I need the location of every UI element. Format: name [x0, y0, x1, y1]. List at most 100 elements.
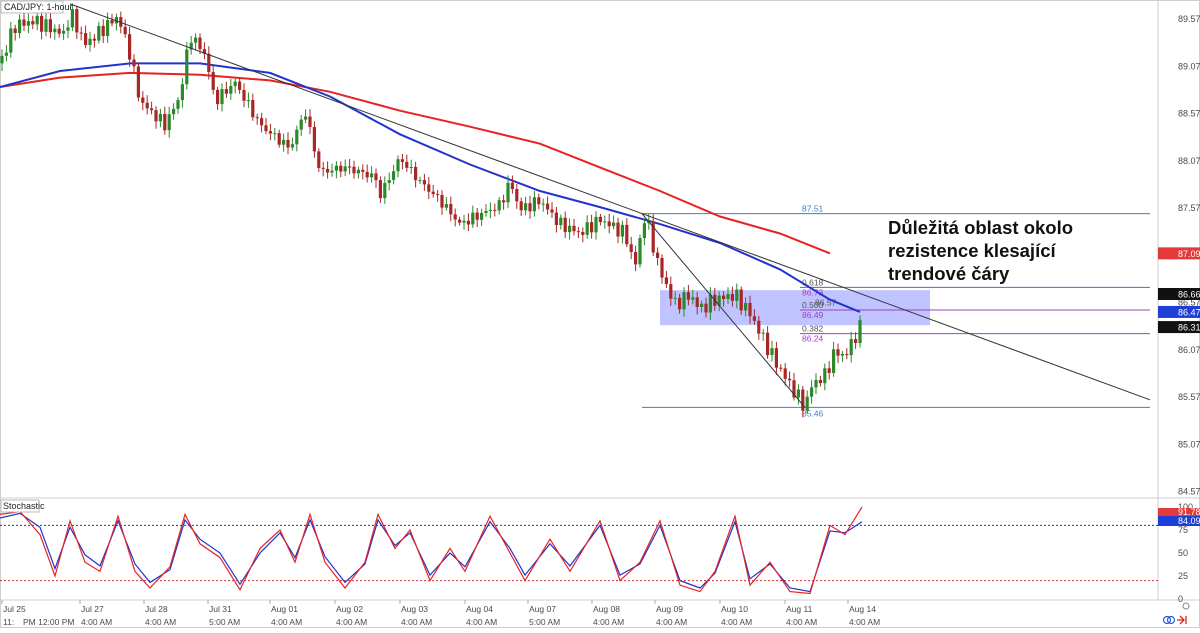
candle-body	[607, 221, 611, 227]
candle-body	[185, 49, 189, 85]
candle-body	[299, 119, 303, 130]
price-badge	[1158, 287, 1200, 300]
candle-body	[783, 368, 787, 379]
candle-body	[779, 367, 783, 369]
candle-body	[770, 348, 774, 355]
candle-body	[554, 212, 558, 225]
price-tick-label: 88.07	[1178, 156, 1200, 166]
settings-icon[interactable]	[1182, 602, 1190, 610]
candle-body	[312, 127, 316, 152]
candle-body	[246, 100, 250, 101]
candle-body	[594, 216, 598, 233]
candle-body	[383, 183, 387, 199]
candle-body	[18, 19, 22, 34]
goto-realtime-icon[interactable]	[1177, 615, 1187, 625]
candle-body	[717, 295, 721, 306]
candle-body	[488, 209, 492, 211]
candle-body	[572, 225, 576, 232]
candle-body	[695, 297, 699, 307]
annotation-text: Důležitá oblast okolo rezistence klesají…	[888, 217, 1078, 284]
candle-body	[224, 89, 228, 94]
candle-body	[370, 173, 374, 178]
candle-body	[44, 19, 48, 32]
candle-body	[832, 349, 836, 373]
time-tick-label: 4:00 AM	[849, 617, 880, 627]
time-tick-label: 4:00 AM	[593, 617, 624, 627]
candle-body	[321, 167, 325, 169]
indicator-label-box	[0, 499, 40, 513]
candle-body	[290, 144, 294, 148]
candle-body	[700, 303, 704, 307]
candle-body	[216, 89, 220, 105]
price-tick-label: 85.07	[1178, 439, 1200, 449]
price-badge	[1158, 247, 1200, 260]
level-label: 85.46	[802, 408, 824, 418]
candle-body	[211, 72, 215, 90]
candle-body	[752, 316, 756, 321]
candle-body	[79, 32, 83, 34]
price-badge-label: 86.47	[1178, 307, 1200, 317]
candle-body	[53, 28, 57, 33]
candle-body	[444, 204, 448, 208]
candle-body	[651, 221, 655, 253]
candle-body	[361, 169, 365, 172]
candle-body	[612, 222, 616, 227]
price-badge	[1158, 305, 1200, 318]
candle-body	[590, 222, 594, 233]
moving-average-line	[0, 62, 861, 313]
fib-ratio-label: 0.382	[802, 324, 824, 334]
candle-body	[400, 159, 404, 162]
candle-body	[827, 368, 831, 373]
indicator-label: Stochastic	[3, 501, 45, 511]
compare-icon[interactable]	[1162, 615, 1176, 625]
candle-body	[405, 161, 409, 168]
date-tick-label: Jul 27	[81, 604, 104, 614]
candle-body	[735, 289, 739, 301]
candle-body	[365, 171, 369, 178]
price-badge-label: 87.09	[1178, 249, 1200, 259]
candle-body	[277, 133, 281, 145]
candle-body	[810, 387, 814, 397]
candle-body	[858, 319, 862, 343]
trendline	[69, 3, 1151, 401]
candle-body	[682, 292, 686, 310]
candle-body	[352, 166, 356, 174]
candle-body	[669, 284, 673, 299]
stochastic-d-badge-label: 84.09	[1178, 516, 1200, 526]
stochastic-k-badge-label: 91.78	[1178, 507, 1200, 517]
candle-body	[119, 17, 123, 27]
candle-body	[40, 15, 44, 32]
candle-body	[475, 212, 479, 220]
candle-body	[431, 191, 435, 195]
candle-body	[0, 55, 4, 64]
fib-ratio-label: 0.500	[802, 300, 824, 310]
candle-body	[761, 332, 765, 334]
candle-body	[9, 28, 13, 53]
resistance-zone	[660, 290, 930, 326]
candle-body	[123, 26, 127, 35]
candle-body	[427, 184, 431, 192]
candle-body	[154, 110, 158, 122]
price-tick-label: 86.07	[1178, 345, 1200, 355]
candle-body	[814, 379, 818, 388]
candle-body	[378, 180, 382, 199]
date-tick-label: Jul 25	[3, 604, 26, 614]
candle-body	[801, 389, 805, 411]
candle-body	[660, 258, 664, 278]
candle-body	[145, 102, 149, 109]
candle-body	[374, 173, 378, 181]
candle-body	[493, 209, 497, 211]
price-tick-label: 85.57	[1178, 392, 1200, 402]
candle-body	[845, 354, 849, 356]
candle-body	[273, 133, 277, 135]
candle-body	[664, 277, 668, 285]
candle-body	[136, 66, 140, 98]
candle-body	[70, 9, 74, 28]
candle-body	[207, 53, 211, 72]
candle-body	[396, 159, 400, 172]
price-badge-label: 86.66	[1178, 289, 1200, 299]
candle-body	[436, 194, 440, 196]
date-tick-label: Aug 02	[336, 604, 363, 614]
